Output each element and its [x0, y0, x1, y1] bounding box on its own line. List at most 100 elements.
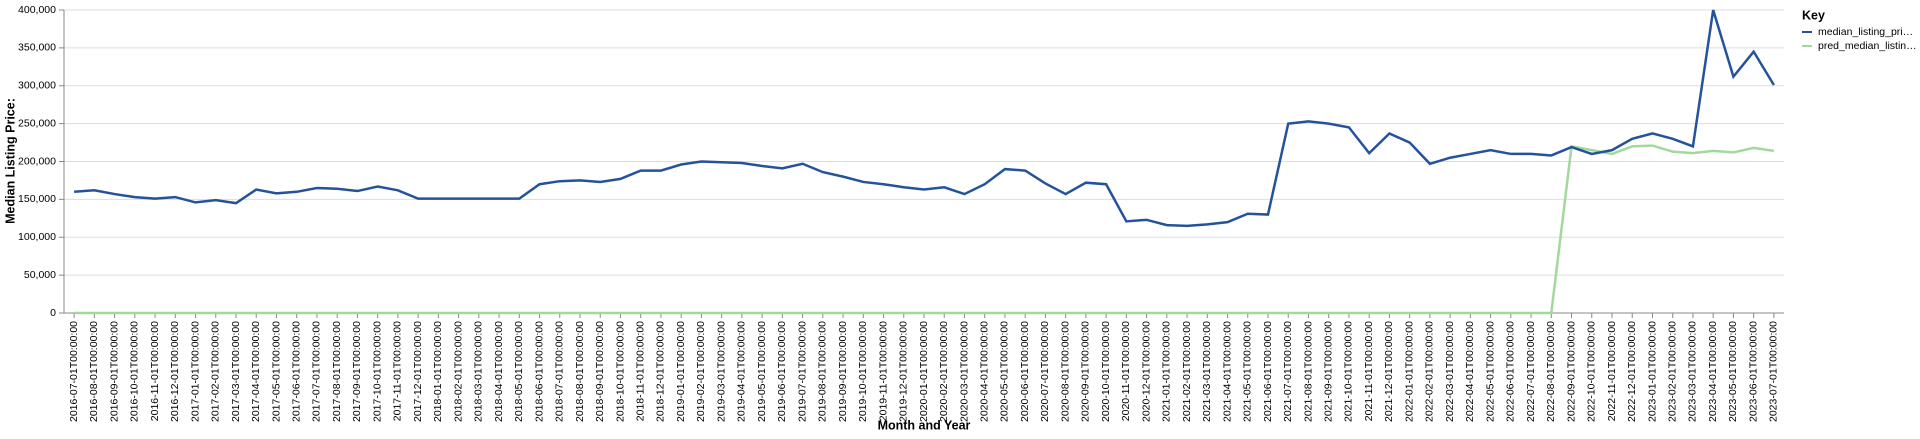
- x-tick-label: 2021-05-01T00:00:00: [1242, 321, 1254, 422]
- x-tick-label: 2019-02-01T00:00:00: [695, 321, 707, 422]
- x-tick-label: 2018-05-01T00:00:00: [513, 321, 525, 422]
- x-tick-label: 2017-03-01T00:00:00: [230, 321, 242, 422]
- x-tick-label: 2021-01-01T00:00:00: [1161, 321, 1173, 422]
- x-tick-label: 2022-09-01T00:00:00: [1565, 321, 1577, 422]
- y-tick-label: 150,000: [18, 193, 56, 205]
- y-tick-label: 0: [50, 307, 56, 319]
- x-tick-label: 2018-06-01T00:00:00: [533, 321, 545, 422]
- legend-title: Key: [1802, 8, 1825, 22]
- x-tick-label: 2020-03-01T00:00:00: [958, 321, 970, 422]
- x-tick-label: 2017-11-01T00:00:00: [392, 321, 404, 421]
- x-tick-label: 2022-11-01T00:00:00: [1606, 321, 1618, 421]
- x-tick-label: 2016-08-01T00:00:00: [88, 321, 100, 422]
- x-tick-label: 2021-12-01T00:00:00: [1383, 321, 1395, 422]
- series-line: [74, 144, 1775, 315]
- x-tick-label: 2019-05-01T00:00:00: [756, 321, 768, 422]
- x-tick-label: 2023-05-01T00:00:00: [1727, 321, 1739, 422]
- x-tick-label: 2019-08-01T00:00:00: [817, 321, 829, 422]
- legend-label: median_listing_pri…: [1818, 26, 1913, 38]
- x-tick-label: 2020-06-01T00:00:00: [1019, 321, 1031, 422]
- x-tick-label: 2017-07-01T00:00:00: [311, 321, 323, 422]
- x-tick-label: 2017-09-01T00:00:00: [351, 321, 363, 422]
- x-tick-label: 2022-10-01T00:00:00: [1586, 321, 1598, 422]
- y-tick-label: 100,000: [18, 231, 56, 243]
- x-tick-label: 2019-09-01T00:00:00: [837, 321, 849, 422]
- x-tick-label: 2018-08-01T00:00:00: [574, 321, 586, 422]
- x-tick-label: 2020-02-01T00:00:00: [938, 321, 950, 422]
- x-tick-label: 2023-01-01T00:00:00: [1646, 321, 1658, 422]
- x-tick-label: 2022-02-01T00:00:00: [1424, 321, 1436, 422]
- x-tick-label: 2021-04-01T00:00:00: [1221, 321, 1233, 422]
- x-tick-label: 2021-09-01T00:00:00: [1322, 321, 1334, 422]
- x-tick-label: 2019-12-01T00:00:00: [898, 321, 910, 422]
- x-tick-label: 2023-04-01T00:00:00: [1707, 321, 1719, 422]
- x-tick-label: 2020-12-01T00:00:00: [1140, 321, 1152, 422]
- x-tick-label: 2020-01-01T00:00:00: [918, 321, 930, 422]
- x-tick-label: 2020-07-01T00:00:00: [1039, 321, 1051, 422]
- x-tick-label: 2020-11-01T00:00:00: [1120, 321, 1132, 421]
- x-tick-label: 2016-09-01T00:00:00: [108, 321, 120, 422]
- x-tick-label: 2021-06-01T00:00:00: [1262, 321, 1274, 422]
- x-tick-label: 2016-11-01T00:00:00: [149, 321, 161, 421]
- y-tick-label: 200,000: [18, 155, 56, 167]
- x-tick-label: 2022-12-01T00:00:00: [1626, 321, 1638, 422]
- x-tick-label: 2023-07-01T00:00:00: [1768, 321, 1780, 422]
- y-tick-label: 350,000: [18, 42, 56, 54]
- x-tick-label: 2022-06-01T00:00:00: [1505, 321, 1517, 422]
- x-tick-label: 2021-02-01T00:00:00: [1181, 321, 1193, 422]
- x-tick-label: 2020-09-01T00:00:00: [1080, 321, 1092, 422]
- x-tick-label: 2017-01-01T00:00:00: [189, 321, 201, 422]
- x-tick-label: 2016-07-01T00:00:00: [68, 321, 80, 422]
- x-tick-label: 2022-05-01T00:00:00: [1484, 321, 1496, 422]
- x-tick-label: 2022-08-01T00:00:00: [1545, 321, 1557, 422]
- x-tick-label: 2022-04-01T00:00:00: [1464, 321, 1476, 422]
- x-tick-label: 2021-10-01T00:00:00: [1343, 321, 1355, 422]
- x-tick-label: 2021-11-01T00:00:00: [1363, 321, 1375, 421]
- x-tick-label: 2020-05-01T00:00:00: [999, 321, 1011, 422]
- y-tick-label: 50,000: [24, 269, 56, 281]
- y-axis-title: Median Listing Price:: [3, 98, 17, 224]
- x-tick-label: 2019-10-01T00:00:00: [857, 321, 869, 422]
- x-tick-label: 2018-09-01T00:00:00: [594, 321, 606, 422]
- x-tick-label: 2017-08-01T00:00:00: [331, 321, 343, 422]
- y-tick-label: 250,000: [18, 117, 56, 129]
- x-tick-label: 2023-06-01T00:00:00: [1747, 321, 1759, 422]
- x-tick-label: 2023-03-01T00:00:00: [1687, 321, 1699, 422]
- x-tick-label: 2018-01-01T00:00:00: [432, 321, 444, 422]
- x-tick-label: 2018-07-01T00:00:00: [554, 321, 566, 422]
- x-tick-label: 2018-04-01T00:00:00: [493, 321, 505, 422]
- x-tick-label: 2020-10-01T00:00:00: [1100, 321, 1112, 422]
- x-tick-label: 2019-03-01T00:00:00: [715, 321, 727, 422]
- x-tick-label: 2023-02-01T00:00:00: [1666, 321, 1678, 422]
- x-tick-label: 2019-06-01T00:00:00: [776, 321, 788, 422]
- legend-label: pred_median_listin…: [1818, 40, 1917, 52]
- x-tick-label: 2022-03-01T00:00:00: [1444, 321, 1456, 422]
- x-tick-label: 2018-10-01T00:00:00: [614, 321, 626, 422]
- x-tick-label: 2021-07-01T00:00:00: [1282, 321, 1294, 422]
- x-tick-label: 2016-12-01T00:00:00: [169, 321, 181, 422]
- x-tick-label: 2017-10-01T00:00:00: [371, 321, 383, 422]
- x-tick-label: 2021-08-01T00:00:00: [1302, 321, 1314, 422]
- x-axis-title: Month and Year: [878, 418, 971, 432]
- x-tick-label: 2016-10-01T00:00:00: [129, 321, 141, 422]
- y-tick-label: 300,000: [18, 80, 56, 92]
- x-tick-label: 2018-11-01T00:00:00: [634, 321, 646, 421]
- series-line: [74, 9, 1775, 228]
- x-tick-label: 2022-01-01T00:00:00: [1403, 321, 1415, 422]
- x-tick-label: 2018-02-01T00:00:00: [452, 321, 464, 422]
- x-tick-label: 2019-01-01T00:00:00: [675, 321, 687, 422]
- x-tick-label: 2017-05-01T00:00:00: [270, 321, 282, 422]
- x-tick-label: 2020-04-01T00:00:00: [978, 321, 990, 422]
- x-tick-label: 2020-08-01T00:00:00: [1059, 321, 1071, 422]
- x-tick-label: 2017-12-01T00:00:00: [412, 321, 424, 422]
- x-tick-label: 2019-04-01T00:00:00: [736, 321, 748, 422]
- x-tick-label: 2017-02-01T00:00:00: [210, 321, 222, 422]
- x-tick-label: 2017-06-01T00:00:00: [290, 321, 302, 422]
- x-tick-label: 2018-12-01T00:00:00: [655, 321, 667, 422]
- x-tick-label: 2017-04-01T00:00:00: [250, 321, 262, 422]
- x-tick-label: 2021-03-01T00:00:00: [1201, 321, 1213, 422]
- y-tick-label: 400,000: [18, 4, 56, 16]
- x-tick-label: 2019-11-01T00:00:00: [877, 321, 889, 421]
- x-tick-label: 2018-03-01T00:00:00: [473, 321, 485, 422]
